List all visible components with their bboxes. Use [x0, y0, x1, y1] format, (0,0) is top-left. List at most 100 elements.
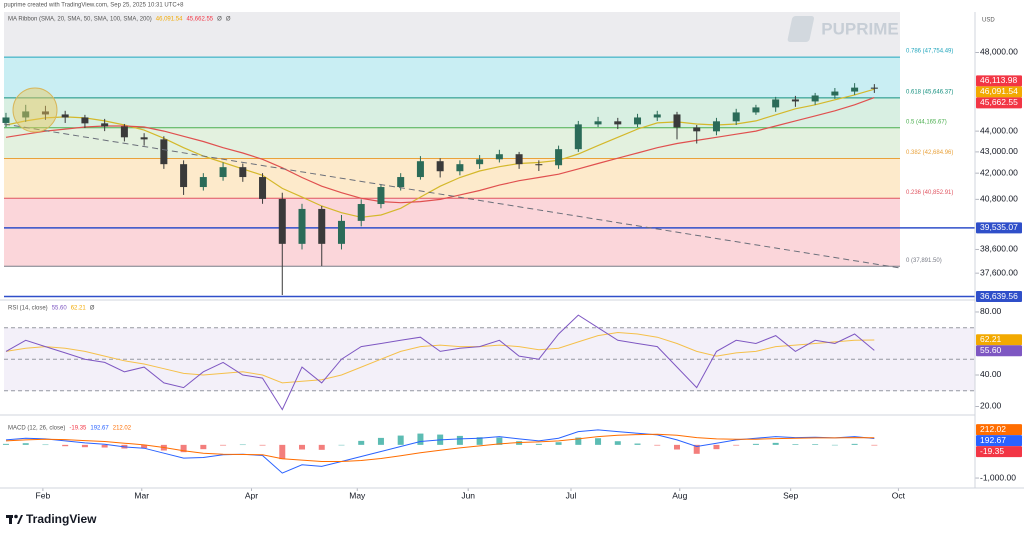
macd-histogram-bar — [180, 444, 187, 453]
candle-body — [298, 208, 306, 244]
macd-histogram-bar — [555, 442, 562, 445]
macd-histogram-bar — [871, 444, 878, 446]
macd-histogram-bar — [693, 444, 700, 454]
fib-band — [4, 158, 900, 199]
candle-body — [377, 187, 385, 205]
legend-text: 62.21 — [71, 306, 87, 312]
macd-histogram-bar — [338, 444, 345, 446]
legend-text: Ø — [217, 17, 222, 23]
x-tick-label: Sep — [783, 490, 798, 500]
candle-body — [61, 114, 69, 118]
candle-body — [180, 164, 188, 188]
rsi-line — [5, 314, 875, 411]
legend-text: 46,091.54 — [156, 17, 183, 23]
macd-histogram-bar — [101, 444, 108, 448]
legend-text: RSI (14, close) — [8, 306, 48, 312]
macd-histogram-bar — [81, 444, 88, 448]
legend-text: MA Ribbon (SMA, 20, SMA, 50, SMA, 100, S… — [8, 17, 152, 23]
macd-histogram-bar — [654, 444, 661, 446]
y-tick-label: 43,000.00 — [980, 146, 1018, 156]
y-tick-label: 37,600.00 — [980, 267, 1018, 277]
macd-histogram-bar — [239, 444, 246, 446]
rsi-line — [5, 331, 875, 384]
top-region — [4, 12, 900, 57]
price-tag-label: 192.67 — [980, 435, 1006, 445]
macd-histogram-bar — [772, 442, 779, 445]
candle-body — [791, 99, 799, 102]
candle-body — [41, 111, 49, 115]
price-tag-label: -19.35 — [980, 446, 1004, 456]
caption: puprime created with TradingView.com, Se… — [4, 3, 184, 9]
trendline — [3, 123, 901, 269]
macd-histogram-bar — [62, 444, 69, 447]
x-tick-label: May — [349, 490, 366, 500]
price-tag-label: 45,662.55 — [980, 97, 1018, 107]
logo-part — [17, 515, 23, 524]
candle-body — [357, 204, 365, 221]
moving-average — [5, 97, 875, 204]
candle-body — [851, 87, 859, 92]
macd-histogram-bar — [516, 441, 523, 445]
macd-histogram-bar — [220, 444, 227, 446]
price-tag-label: 46,091.54 — [980, 86, 1018, 96]
macd-histogram-bar — [673, 444, 680, 450]
fib-band — [4, 97, 900, 128]
fib-label: 0.236 (40,852.91) — [906, 190, 953, 196]
price-tag — [976, 435, 1022, 447]
candle-body — [831, 91, 839, 96]
macd-histogram-bar — [733, 444, 740, 446]
macd-histogram-bar — [851, 443, 858, 445]
macd-histogram-bar — [634, 443, 641, 445]
macd-histogram-bar — [496, 437, 503, 445]
logo-part — [14, 514, 18, 519]
fib-label: 0.5 (44,165.67) — [906, 119, 947, 125]
candle-body — [870, 87, 878, 89]
watermark: PUPRIME — [821, 19, 898, 38]
macd-histogram-bar — [792, 444, 799, 445]
price-tag — [976, 97, 1022, 109]
macd-histogram-bar — [595, 438, 602, 445]
macd-histogram-bar — [812, 444, 819, 445]
legend-text: 55.60 — [52, 306, 68, 312]
y-tick-label: -1,000.00 — [980, 472, 1016, 482]
candle-body — [199, 177, 207, 188]
y-tick-label: 44,000.00 — [980, 125, 1018, 135]
fib-label: 0.382 (42,684.96) — [906, 150, 953, 156]
footer-logo — [6, 514, 23, 524]
price-tag — [976, 424, 1022, 436]
x-tick-label: Oct — [892, 490, 906, 500]
macd-histogram-bar — [2, 443, 9, 445]
candle-body — [693, 127, 701, 132]
macd-histogram-bar — [397, 435, 404, 445]
macd-histogram-bar — [42, 444, 49, 446]
price-tag — [976, 75, 1022, 87]
macd-histogram-bar — [476, 437, 483, 445]
macd-histogram-bar — [614, 441, 621, 445]
price-tag-label: 55.60 — [980, 345, 1002, 355]
macd-line — [5, 433, 875, 462]
y-tick-label: 38,600.00 — [980, 244, 1018, 254]
fib-band — [4, 57, 900, 98]
candle-body — [436, 161, 444, 172]
price-line-tag — [976, 291, 1022, 303]
fib-label: 0.786 (47,754.49) — [906, 49, 953, 55]
y-tick-label: 80.00 — [980, 306, 1002, 316]
x-tick-label: Jul — [566, 490, 577, 500]
candle-body — [653, 114, 661, 118]
price-tag — [976, 86, 1022, 98]
y-tick-label: 40.00 — [980, 369, 1002, 379]
legend-text: 192.67 — [90, 426, 109, 432]
x-tick-label: Mar — [134, 490, 149, 500]
y-tick-label: 48,000.00 — [980, 47, 1018, 57]
macd-histogram-bar — [259, 444, 266, 446]
price-tag — [976, 345, 1022, 357]
candle-body — [476, 159, 484, 165]
macd-histogram-bar — [575, 437, 582, 445]
legend-text: -19.35 — [69, 426, 87, 432]
fib-label: 0 (37,891.50) — [906, 258, 942, 264]
macd-histogram-bar — [22, 443, 29, 445]
candle-body — [140, 137, 148, 140]
price-tag-label: 62.21 — [980, 334, 1002, 344]
macd-histogram-bar — [279, 444, 286, 460]
